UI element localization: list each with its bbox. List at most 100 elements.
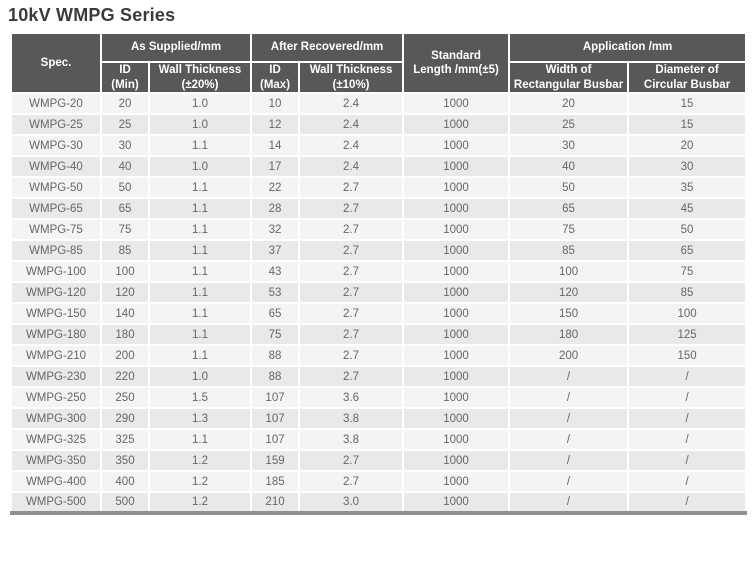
column-header-wall-thickness-recovered: Wall Thickness (±10%) (298, 61, 405, 94)
cell-diameter-circular-busbar: 125 (627, 323, 748, 346)
cell-standard-length: 1000 (402, 260, 511, 283)
cell-wall-thickness-supplied: 1.2 (147, 491, 253, 515)
cell-standard-length: 1000 (402, 386, 511, 409)
cell-id-min: 120 (100, 281, 150, 304)
cell-diameter-circular-busbar: / (627, 407, 748, 430)
cell-diameter-circular-busbar: 30 (627, 155, 748, 178)
cell-wall-thickness-recovered: 2.4 (298, 113, 405, 136)
cell-id-max: 210 (250, 491, 301, 515)
cell-wall-thickness-recovered: 2.7 (298, 470, 405, 493)
column-header-wall-thickness-supplied: Wall Thickness (±20%) (147, 61, 253, 94)
cell-standard-length: 1000 (402, 302, 511, 325)
cell-spec: WMPG-25 (10, 113, 102, 136)
cell-width-rectangular-busbar: 50 (508, 176, 630, 199)
cell-diameter-circular-busbar: 100 (627, 302, 748, 325)
cell-id-max: 65 (250, 302, 301, 325)
cell-id-min: 350 (100, 449, 150, 472)
cell-wall-thickness-recovered: 2.7 (298, 218, 405, 241)
cell-spec: WMPG-350 (10, 449, 102, 472)
cell-spec: WMPG-65 (10, 197, 102, 220)
cell-standard-length: 1000 (402, 470, 511, 493)
cell-wall-thickness-recovered: 2.7 (298, 239, 405, 262)
page-title: 10kV WMPG Series (8, 5, 176, 25)
table-row: WMPG-65 65 1.1 28 2.7 1000 65 45 (10, 197, 748, 220)
cell-wall-thickness-recovered: 2.7 (298, 302, 405, 325)
cell-diameter-circular-busbar: 45 (627, 197, 748, 220)
cell-wall-thickness-recovered: 3.8 (298, 407, 405, 430)
cell-width-rectangular-busbar: / (508, 428, 630, 451)
cell-width-rectangular-busbar: / (508, 407, 630, 430)
cell-id-max: 107 (250, 407, 301, 430)
cell-wall-thickness-recovered: 2.4 (298, 92, 405, 115)
cell-spec: WMPG-325 (10, 428, 102, 451)
cell-wall-thickness-recovered: 2.7 (298, 260, 405, 283)
table-row: WMPG-25 25 1.0 12 2.4 1000 25 15 (10, 113, 748, 136)
cell-wall-thickness-supplied: 1.0 (147, 365, 253, 388)
cell-id-min: 180 (100, 323, 150, 346)
cell-spec: WMPG-300 (10, 407, 102, 430)
cell-width-rectangular-busbar: 100 (508, 260, 630, 283)
cell-wall-thickness-supplied: 1.1 (147, 176, 253, 199)
cell-id-min: 50 (100, 176, 150, 199)
cell-wall-thickness-supplied: 1.1 (147, 134, 253, 157)
cell-standard-length: 1000 (402, 323, 511, 346)
cell-id-min: 140 (100, 302, 150, 325)
cell-id-min: 85 (100, 239, 150, 262)
cell-spec: WMPG-500 (10, 491, 102, 515)
cell-wall-thickness-recovered: 2.4 (298, 155, 405, 178)
cell-diameter-circular-busbar: / (627, 470, 748, 493)
cell-spec: WMPG-40 (10, 155, 102, 178)
cell-width-rectangular-busbar: 85 (508, 239, 630, 262)
cell-width-rectangular-busbar: 30 (508, 134, 630, 157)
cell-wall-thickness-supplied: 1.0 (147, 113, 253, 136)
table-row: WMPG-210 200 1.1 88 2.7 1000 200 150 (10, 344, 748, 367)
cell-wall-thickness-supplied: 1.1 (147, 428, 253, 451)
cell-spec: WMPG-20 (10, 92, 102, 115)
cell-id-min: 325 (100, 428, 150, 451)
cell-id-min: 250 (100, 386, 150, 409)
cell-standard-length: 1000 (402, 239, 511, 262)
cell-spec: WMPG-85 (10, 239, 102, 262)
cell-width-rectangular-busbar: / (508, 386, 630, 409)
cell-width-rectangular-busbar: 20 (508, 92, 630, 115)
cell-width-rectangular-busbar: 150 (508, 302, 630, 325)
cell-spec: WMPG-230 (10, 365, 102, 388)
column-header-id-max: ID (Max) (250, 61, 301, 94)
cell-standard-length: 1000 (402, 155, 511, 178)
cell-standard-length: 1000 (402, 197, 511, 220)
cell-wall-thickness-supplied: 1.1 (147, 197, 253, 220)
cell-standard-length: 1000 (402, 449, 511, 472)
table-row: WMPG-250 250 1.5 107 3.6 1000// (10, 386, 748, 409)
cell-diameter-circular-busbar: 15 (627, 113, 748, 136)
cell-spec: WMPG-100 (10, 260, 102, 283)
cell-spec: WMPG-30 (10, 134, 102, 157)
cell-id-min: 25 (100, 113, 150, 136)
cell-diameter-circular-busbar: / (627, 449, 748, 472)
table-header: Spec. As Supplied/mm After Recovered/mm … (10, 32, 748, 94)
cell-width-rectangular-busbar: 40 (508, 155, 630, 178)
cell-standard-length: 1000 (402, 281, 511, 304)
cell-id-max: 32 (250, 218, 301, 241)
header-group-row: Spec. As Supplied/mm After Recovered/mm … (10, 32, 748, 94)
table-row: WMPG-300 290 1.3 107 3.8 1000// (10, 407, 748, 430)
cell-diameter-circular-busbar: 85 (627, 281, 748, 304)
cell-id-min: 500 (100, 491, 150, 515)
cell-diameter-circular-busbar: 65 (627, 239, 748, 262)
column-header-spec: Spec. (10, 32, 102, 94)
cell-width-rectangular-busbar: 200 (508, 344, 630, 367)
cell-wall-thickness-supplied: 1.1 (147, 281, 253, 304)
cell-id-max: 107 (250, 428, 301, 451)
cell-width-rectangular-busbar: / (508, 470, 630, 493)
cell-wall-thickness-recovered: 3.6 (298, 386, 405, 409)
table-row: WMPG-150 140 1.1 65 2.7 1000 150 100 (10, 302, 748, 325)
cell-wall-thickness-supplied: 1.1 (147, 218, 253, 241)
column-header-width-rectangular-busbar: Width of Rectangular Busbar (508, 61, 630, 94)
cell-diameter-circular-busbar: 15 (627, 92, 748, 115)
cell-id-max: 28 (250, 197, 301, 220)
cell-wall-thickness-recovered: 2.7 (298, 197, 405, 220)
cell-id-max: 53 (250, 281, 301, 304)
cell-wall-thickness-recovered: 3.8 (298, 428, 405, 451)
cell-wall-thickness-supplied: 1.1 (147, 344, 253, 367)
column-group-after-recovered: After Recovered/mm (250, 32, 405, 63)
cell-id-min: 30 (100, 134, 150, 157)
